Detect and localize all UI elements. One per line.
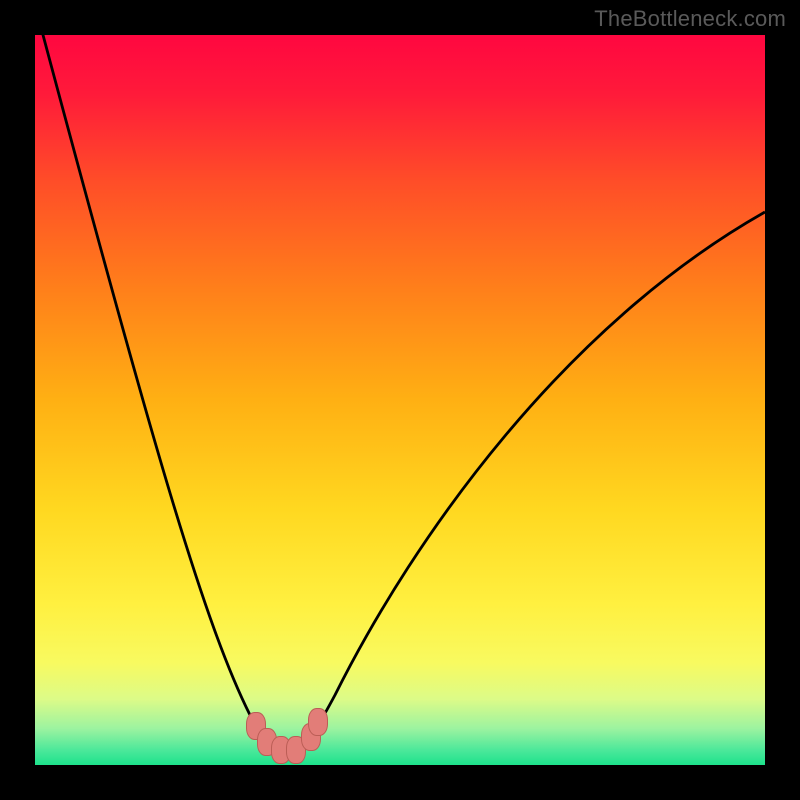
chart-marker [308,708,328,736]
watermark-text: TheBottleneck.com [594,6,786,32]
chart-curve [35,35,765,765]
chart-plot-area [35,35,765,765]
